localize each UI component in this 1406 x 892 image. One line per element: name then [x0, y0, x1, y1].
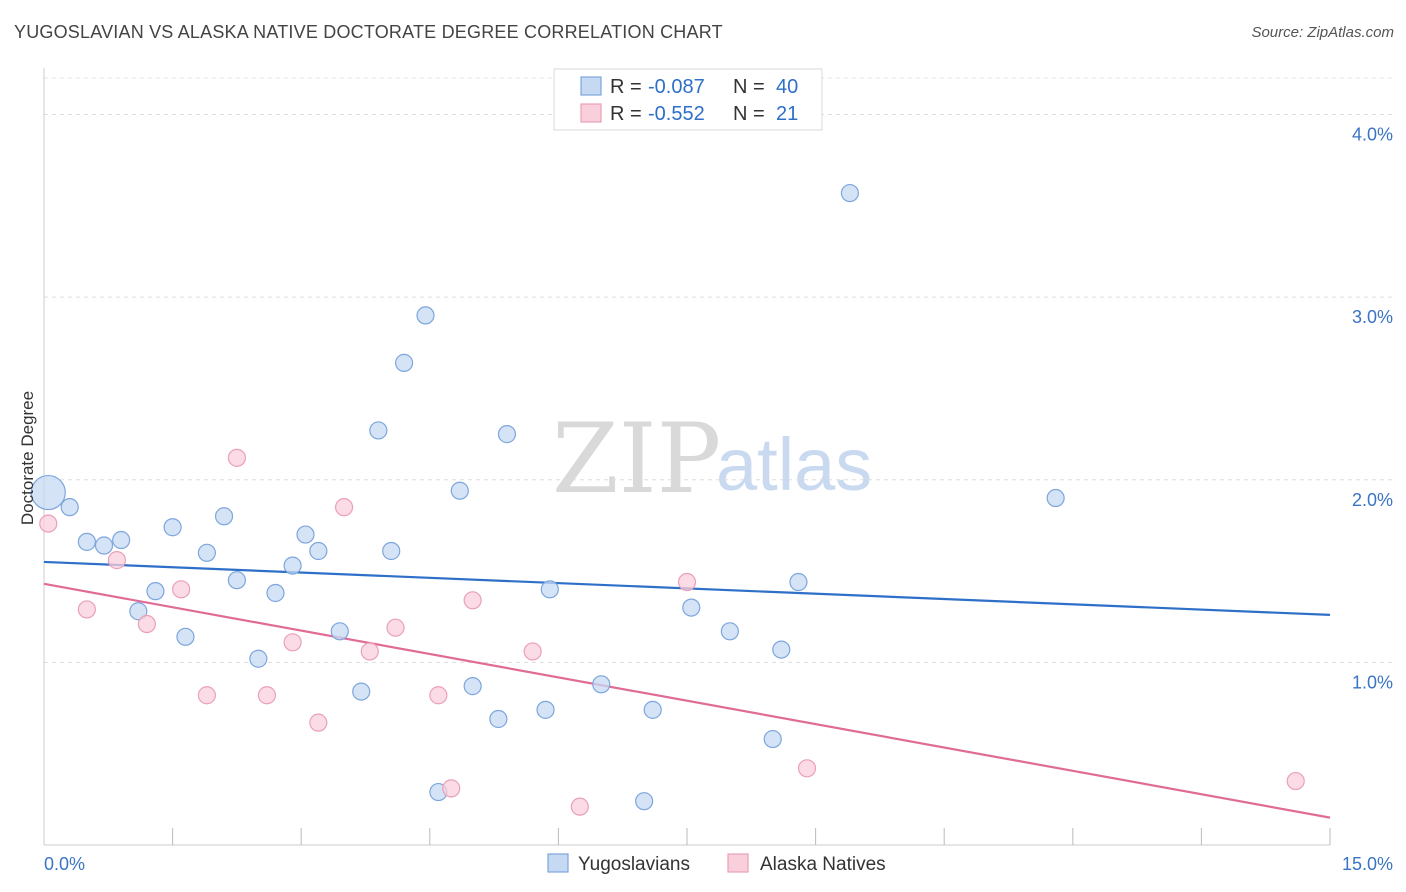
data-point: [172, 580, 191, 599]
data-point: [112, 530, 131, 550]
data-point: [394, 353, 414, 372]
data-point: [129, 602, 148, 621]
data-point: [429, 686, 448, 705]
data-point: [197, 686, 216, 705]
watermark-atlas: atlas: [716, 423, 872, 506]
data-point: [789, 572, 808, 592]
data-point: [146, 582, 165, 601]
data-point: [309, 541, 328, 561]
data-point: [463, 591, 482, 610]
data-point: [570, 797, 589, 816]
data-point: [176, 627, 195, 646]
legend-n-value-1: 40: [776, 76, 798, 98]
stats-legend: R = -0.087 N = 40 R = -0.552 N = 21: [553, 68, 823, 131]
data-points: [30, 183, 1305, 816]
gridlines: [44, 77, 1392, 663]
tick-labels: 1.0% 2.0% 3.0% 4.0% 0.0% 15.0%: [44, 125, 1393, 874]
data-point: [330, 622, 349, 641]
data-point: [840, 183, 859, 203]
y-tick-label: 1.0%: [1352, 672, 1393, 692]
data-point: [763, 729, 782, 749]
data-point: [283, 633, 302, 652]
data-point: [635, 792, 654, 811]
data-point: [677, 572, 697, 592]
data-point: [772, 640, 791, 659]
data-point: [1286, 771, 1305, 791]
data-point: [382, 541, 401, 561]
legend-swatch-alaska-natives: [580, 103, 602, 123]
series-legend-swatch-alaska-natives: [727, 853, 749, 873]
data-point: [1046, 488, 1065, 508]
data-point: [523, 642, 542, 661]
legend-n-label-1: N =: [733, 76, 765, 98]
watermark-zip: ZIP: [552, 403, 721, 515]
series-legend-swatch-yugoslavians: [547, 853, 569, 873]
data-point: [257, 686, 277, 705]
data-point: [489, 709, 508, 729]
data-point: [77, 532, 96, 551]
chart-title: YUGOSLAVIAN VS ALASKA NATIVE DOCTORATE D…: [14, 22, 723, 42]
data-point: [360, 642, 379, 661]
data-point: [227, 571, 246, 590]
series-legend-label-yugoslavians: Yugoslavians: [578, 854, 690, 875]
data-point: [720, 622, 739, 641]
y-tick-label: 4.0%: [1352, 125, 1393, 145]
data-point: [643, 700, 662, 719]
data-point: [163, 518, 182, 537]
y-axis-label: Doctorate Degree: [18, 391, 37, 525]
data-point: [39, 514, 58, 533]
series-legend-label-alaska-natives: Alaska Natives: [760, 854, 886, 875]
data-point: [442, 779, 461, 798]
data-point: [369, 421, 388, 440]
axes: [43, 68, 1331, 846]
data-point: [536, 700, 555, 719]
data-point: [416, 306, 435, 325]
y-tick-label: 2.0%: [1352, 490, 1393, 510]
legend-r-label-2: R =: [610, 103, 642, 125]
data-point: [249, 649, 268, 668]
data-point: [352, 682, 371, 701]
data-point: [682, 598, 701, 617]
data-point: [592, 675, 611, 694]
data-point: [30, 474, 66, 511]
data-point: [60, 498, 79, 517]
data-point: [94, 536, 114, 555]
series-legend: Yugoslavians Alaska Natives: [547, 853, 886, 875]
x-tick-label: 15.0%: [1342, 854, 1393, 874]
source-credit: Source: ZipAtlas.com: [1251, 24, 1394, 41]
data-point: [227, 448, 246, 467]
data-point: [450, 481, 469, 500]
data-point: [283, 556, 302, 575]
data-point: [334, 498, 354, 517]
data-point: [463, 677, 482, 696]
data-point: [266, 583, 285, 603]
legend-r-value-2: -0.552: [648, 103, 705, 125]
data-point: [309, 713, 328, 732]
data-point: [797, 759, 817, 778]
trend-line: [43, 582, 1331, 819]
data-point: [77, 600, 96, 619]
data-point: [214, 507, 234, 526]
data-point: [540, 580, 559, 599]
legend-n-label-2: N =: [733, 103, 765, 125]
x-tick-label: 0.0%: [44, 854, 85, 874]
legend-r-label-1: R =: [610, 76, 642, 98]
data-point: [386, 618, 405, 637]
data-point: [497, 425, 517, 444]
legend-swatch-yugoslavians: [580, 76, 602, 96]
data-point: [137, 614, 156, 634]
legend-r-value-1: -0.087: [648, 76, 705, 98]
data-point: [197, 543, 216, 562]
data-point: [107, 551, 126, 570]
data-point: [296, 525, 315, 544]
legend-n-value-2: 21: [776, 103, 798, 125]
y-tick-label: 3.0%: [1352, 307, 1393, 327]
